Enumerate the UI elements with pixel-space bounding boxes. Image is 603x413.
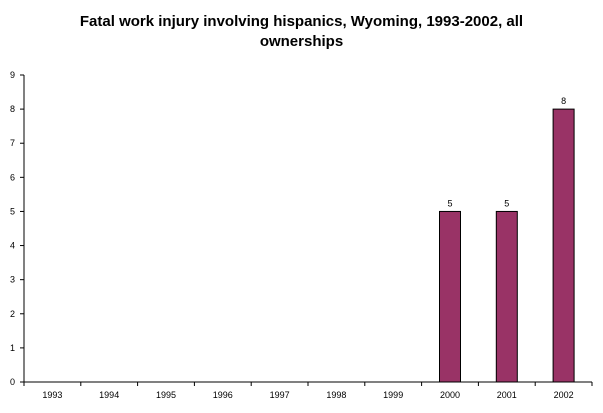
y-tick-label: 4 [10,241,15,251]
bar [552,108,575,383]
y-tick-label: 5 [10,206,15,216]
x-tick-label: 2002 [554,390,574,400]
y-tick-label: 3 [10,275,15,285]
data-label: 5 [504,198,509,208]
x-tick-label: 2000 [440,390,460,400]
x-tick-label: 1996 [213,390,233,400]
x-tick-label: 2001 [497,390,517,400]
x-tick-label: 1997 [270,390,290,400]
x-tick-label: 1995 [156,390,176,400]
data-label: 5 [447,198,452,208]
data-label: 8 [561,96,566,106]
y-tick-label: 6 [10,172,15,182]
y-tick-label: 8 [10,104,15,114]
chart-title: Fatal work injury involving hispanics, W… [79,13,524,50]
bar [495,210,518,383]
y-tick-label: 1 [10,343,15,353]
y-tick-label: 7 [10,138,15,148]
bar [439,210,461,383]
x-tick-label: 1999 [383,390,403,400]
x-tick-label: 1994 [99,390,119,400]
x-tick-label: 1993 [42,390,62,400]
y-tick-label: 9 [10,70,15,80]
y-tick-label: 2 [10,309,15,319]
x-tick-label: 1998 [326,390,346,400]
y-tick-label: 0 [10,377,15,387]
